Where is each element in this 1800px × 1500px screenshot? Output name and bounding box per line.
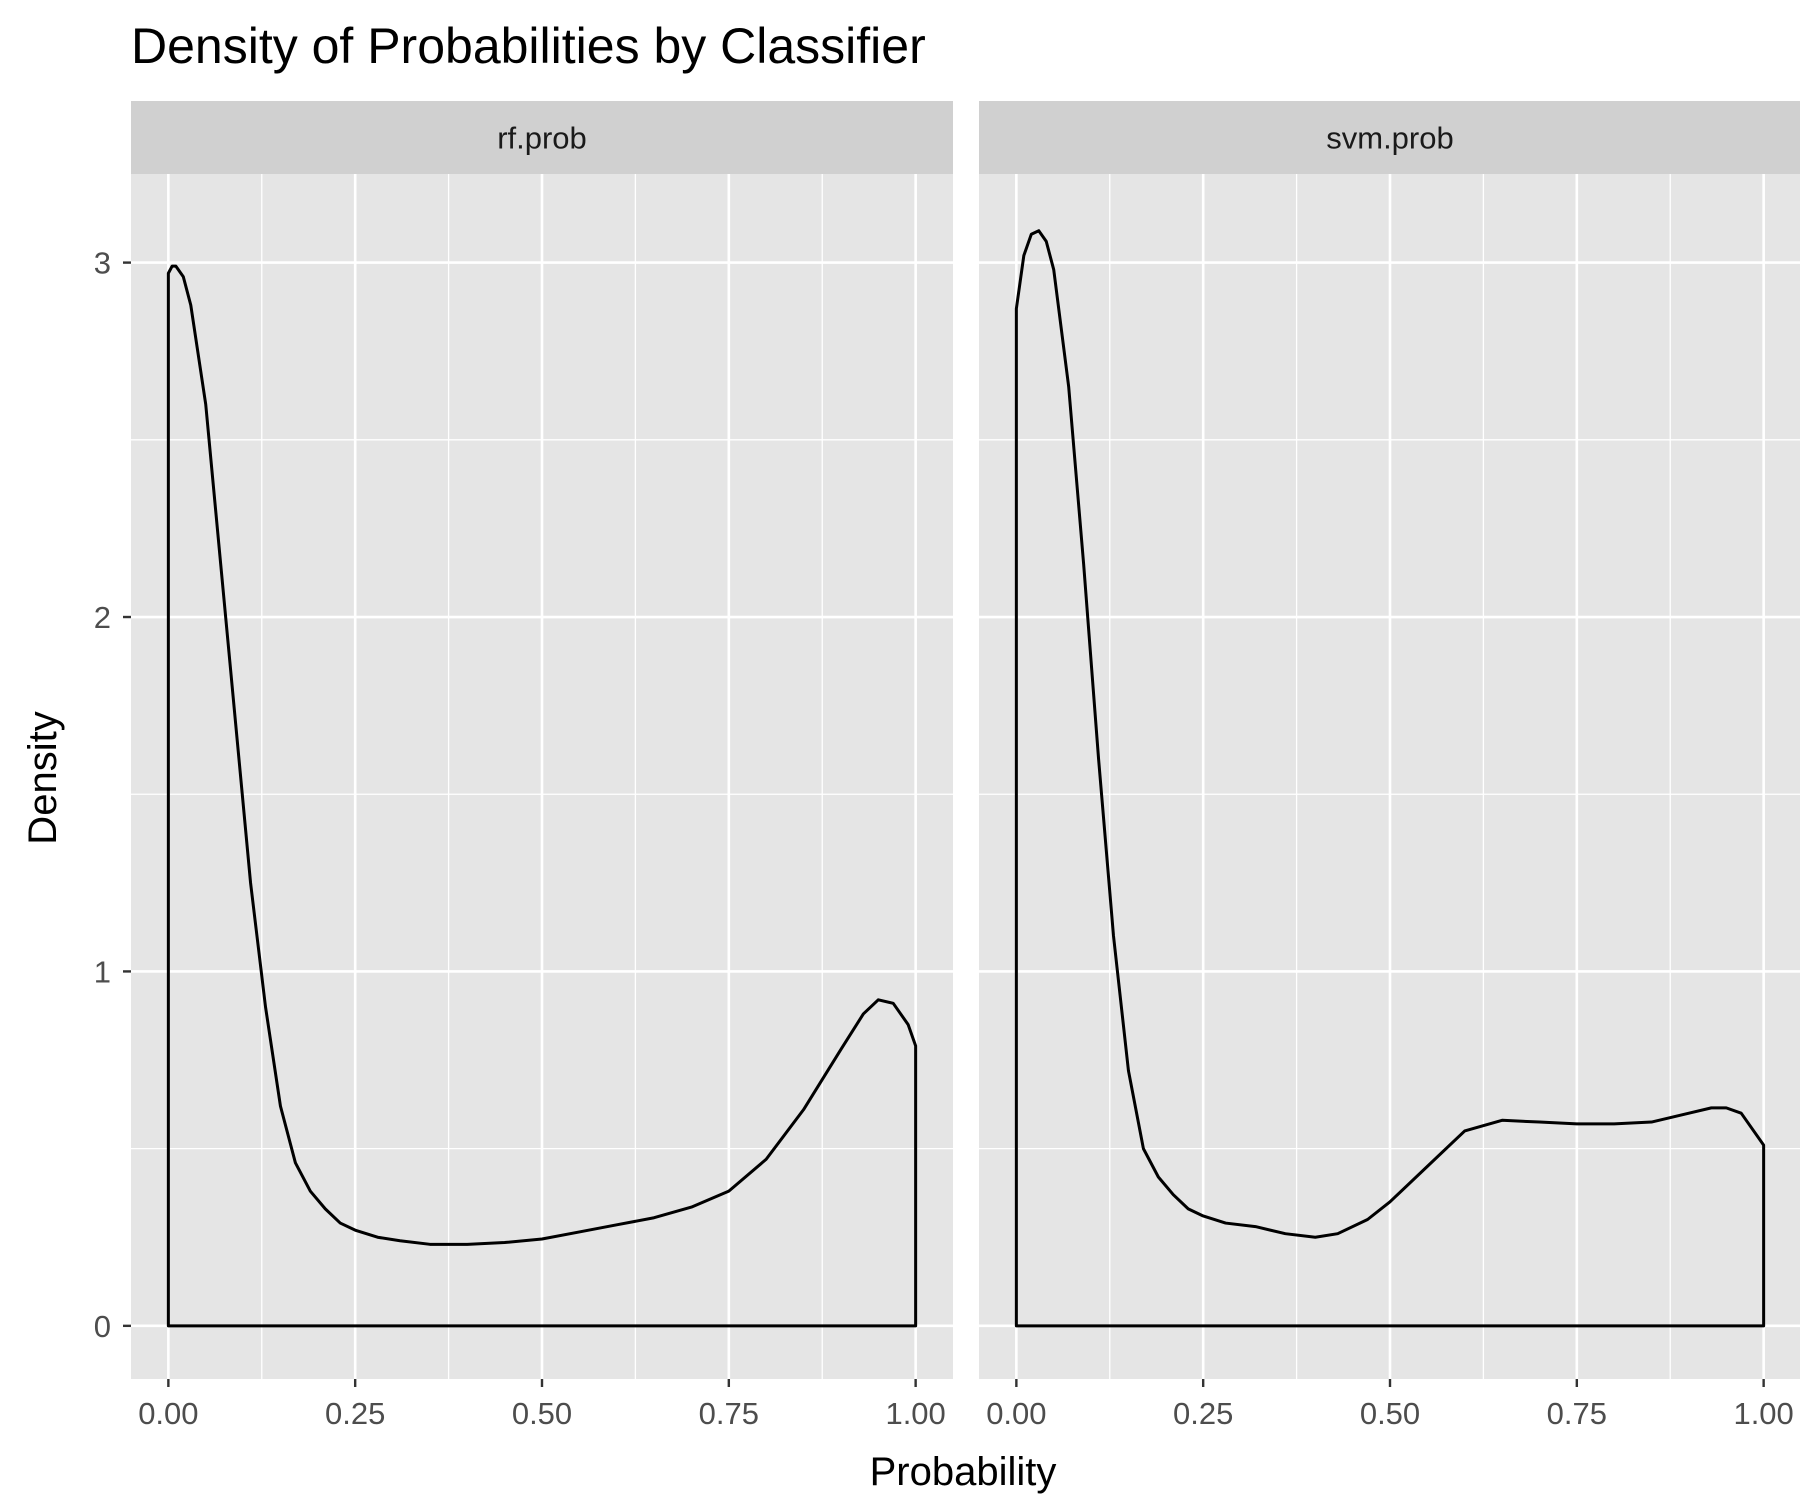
x-tick-label: 0.50: [1360, 1396, 1420, 1431]
x-tick-label: 0.75: [1547, 1396, 1607, 1431]
y-tick-label: 3: [94, 246, 111, 281]
density-curve-svm-prob: [1014, 229, 1766, 1328]
x-tick-label: 1.00: [1733, 1396, 1793, 1431]
facet-strip-label: rf.prob: [497, 121, 587, 156]
facet-panel-rf-prob: rf.prob 0.00 0.25 0.50 0.75 1.00: [131, 101, 953, 1431]
x-tick-label: 0.00: [986, 1396, 1046, 1431]
x-tick-label: 1.00: [885, 1396, 945, 1431]
facet-panel-svm-prob: svm.prob 0.00 0.25 0.50 0.75 1.00: [979, 101, 1800, 1431]
facet-strip-label: svm.prob: [1326, 121, 1453, 156]
x-tick-label: 0.75: [699, 1396, 759, 1431]
y-tick-label: 0: [94, 1309, 111, 1344]
y-tick-label: 2: [94, 600, 111, 635]
facet-panels: rf.prob 0.00 0.25 0.50 0.75 1.00 svm.prob 0.00 0…: [131, 101, 1800, 1431]
x-axis-title: Probability: [870, 1450, 1057, 1494]
density-curve-rf-prob: [166, 264, 918, 1328]
facet-strip: [131, 101, 953, 174]
y-axis-title: Density: [21, 711, 65, 844]
y-axis: 0 1 2 3: [94, 246, 131, 1344]
facet-strip: [979, 101, 1800, 174]
x-tick-label: 0.25: [1173, 1396, 1233, 1431]
chart-title: Density of Probabilities by Classifier: [131, 18, 926, 74]
x-tick-label: 0.00: [138, 1396, 198, 1431]
x-tick-label: 0.25: [325, 1396, 385, 1431]
x-tick-label: 0.50: [512, 1396, 572, 1431]
y-tick-label: 1: [94, 954, 111, 989]
